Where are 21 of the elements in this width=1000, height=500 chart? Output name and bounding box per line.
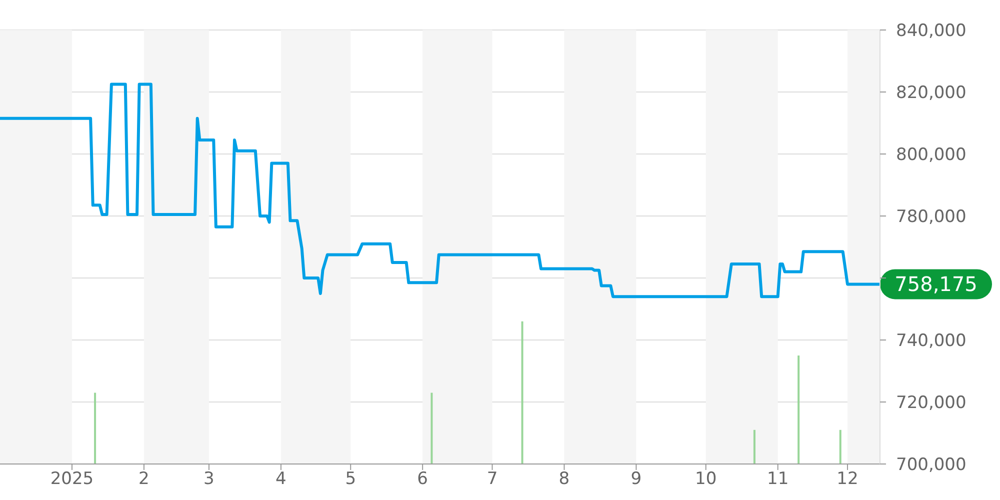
x-tick-label: 5 (345, 469, 356, 490)
x-tick-label: 2025 (50, 469, 94, 490)
x-tick-label: 9 (630, 469, 642, 490)
y-tick-label: 840,000 (896, 21, 966, 42)
y-tick-label: 820,000 (896, 83, 966, 104)
x-tick-label: 2 (138, 469, 150, 490)
y-tick-label: 720,000 (896, 393, 966, 414)
y-tick-label: 800,000 (896, 145, 966, 166)
x-tick-label: 4 (276, 469, 286, 490)
x-tick-label: 12 (836, 469, 858, 490)
x-tick-label: 8 (558, 469, 570, 490)
line-series (0, 82, 880, 298)
text: 758,175 (894, 272, 978, 296)
y-tick-label: 740,000 (896, 331, 966, 352)
x-tick-label: 11 (767, 469, 789, 490)
x-tick-label: 10 (695, 469, 717, 490)
x-tick-label: 7 (486, 469, 498, 490)
x-tick-label: 3 (204, 469, 214, 490)
y-tick-label: 700,000 (896, 455, 966, 476)
x-tick-label: 6 (417, 469, 428, 490)
y-tick-label: 780,000 (896, 207, 966, 228)
